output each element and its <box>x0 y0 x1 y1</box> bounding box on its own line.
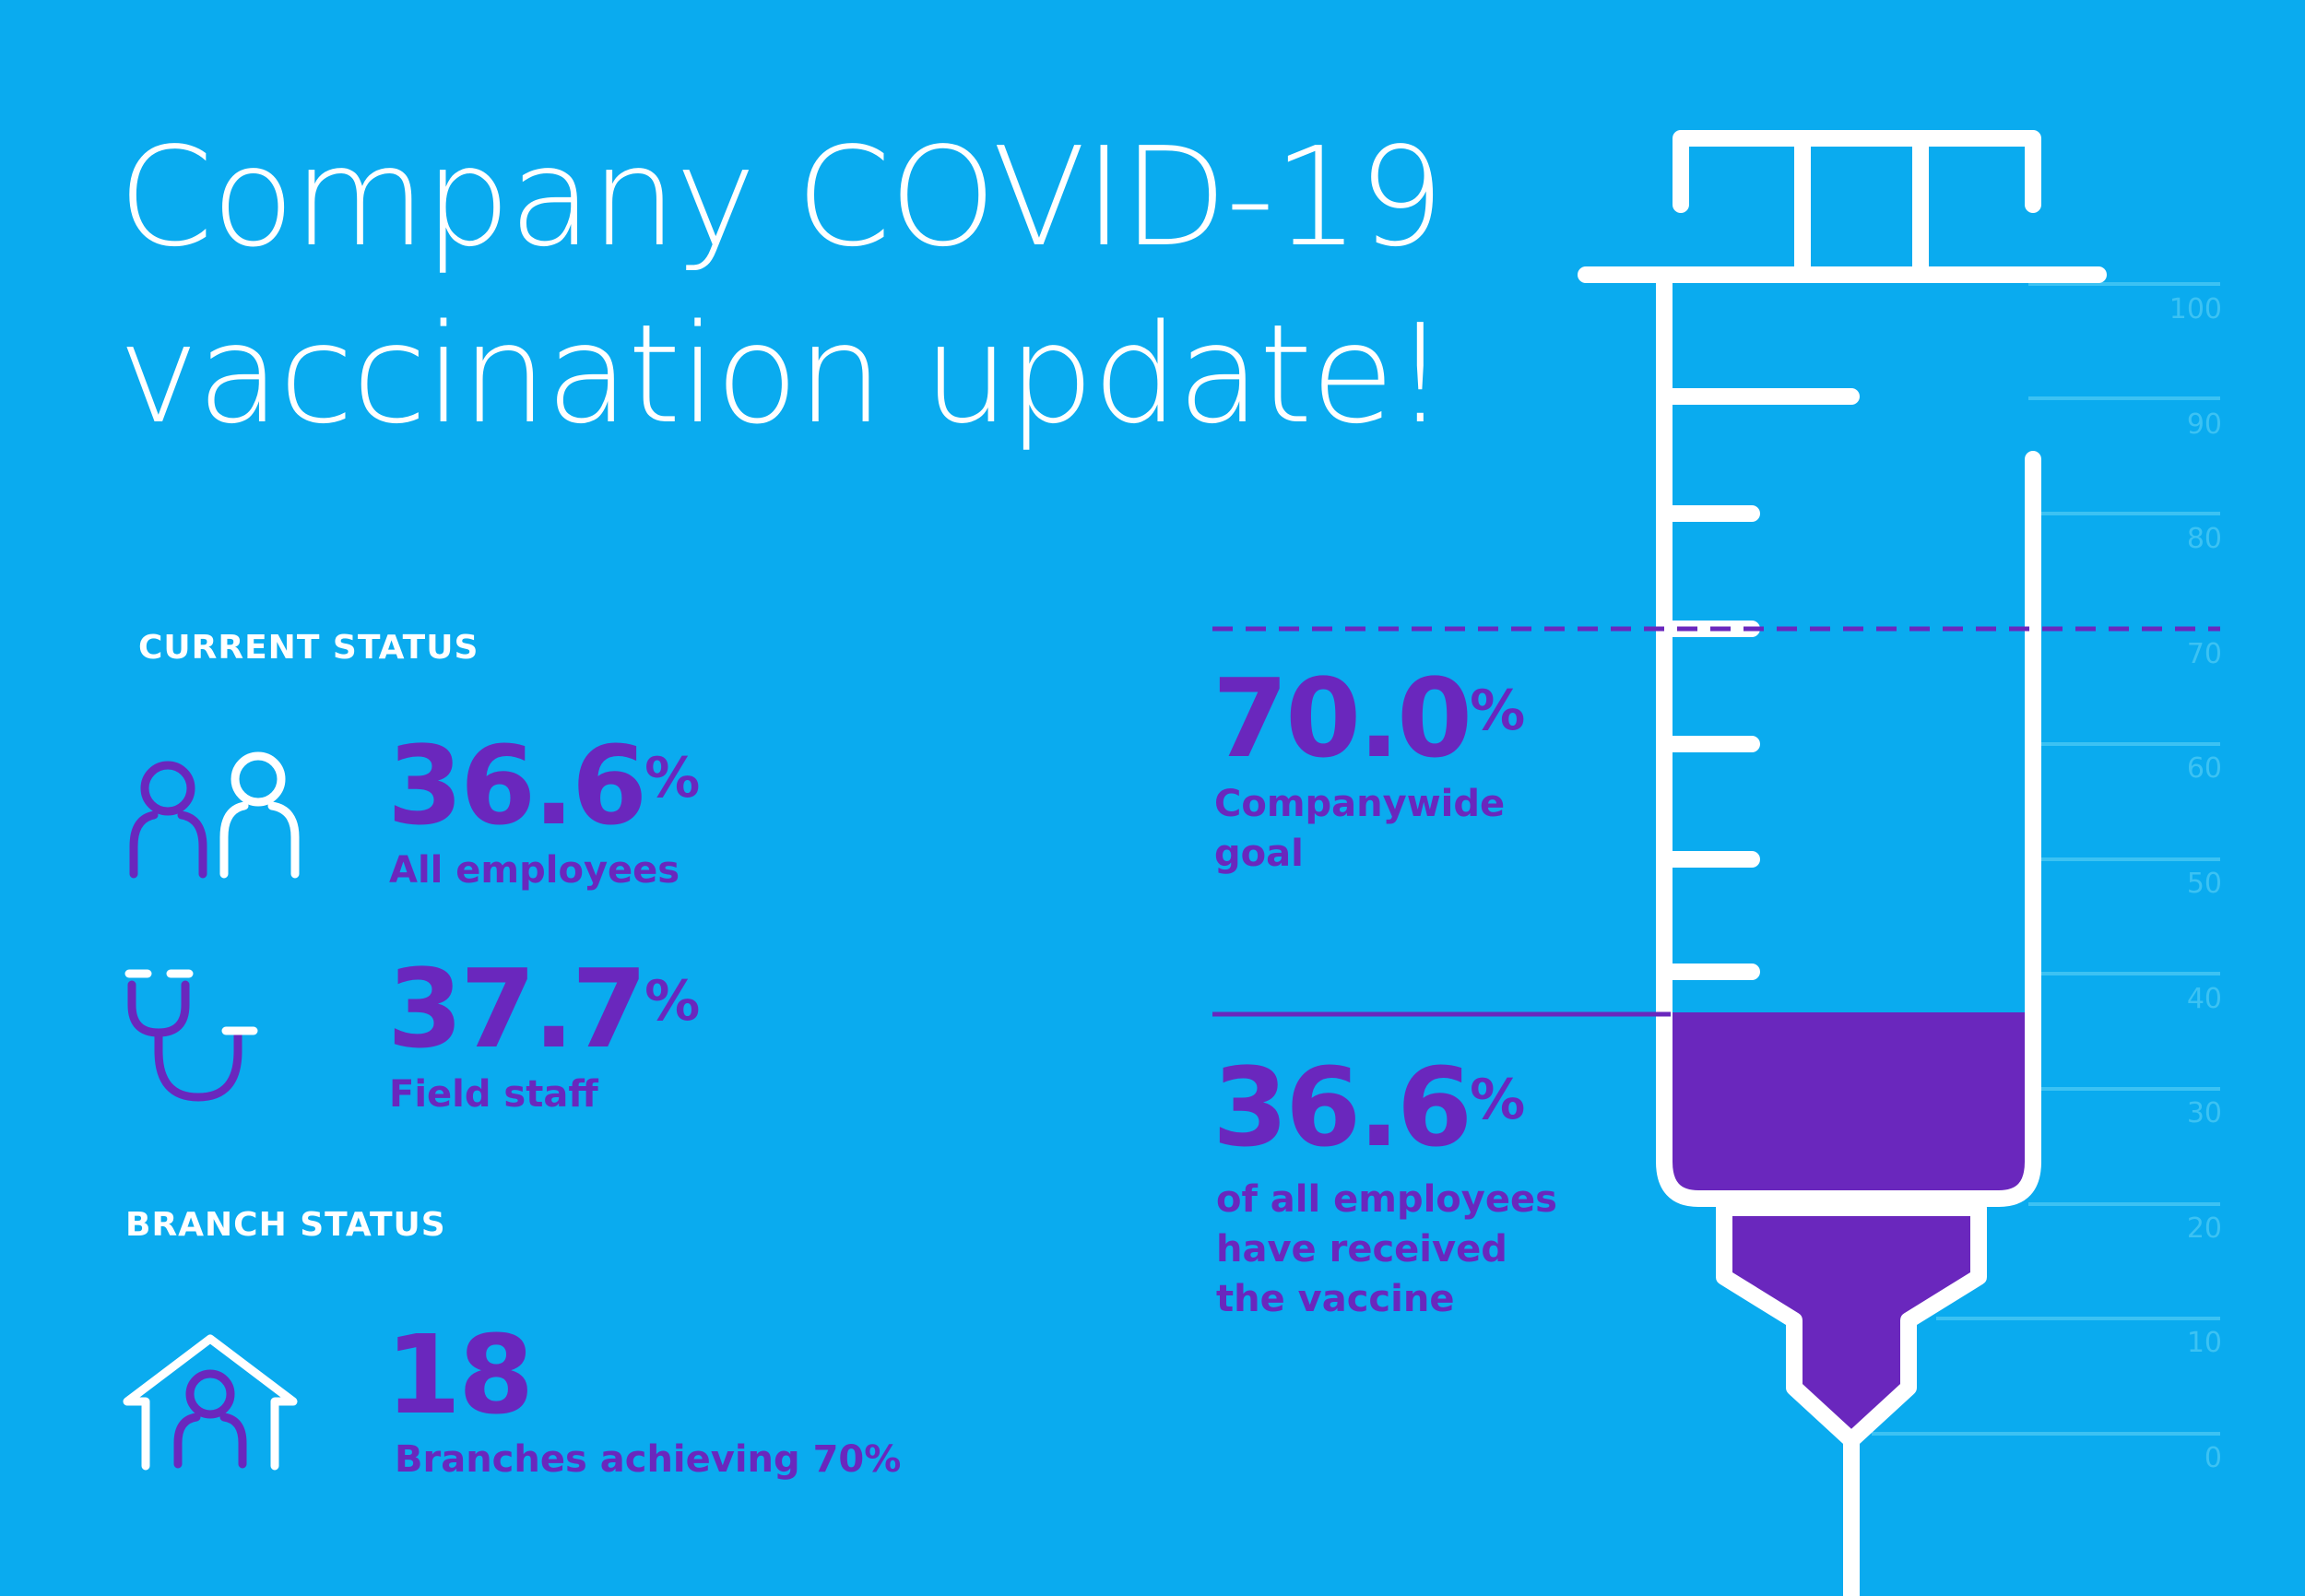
progress-value: 36.6% <box>1212 1044 1526 1171</box>
field-staff-label: Field staff <box>389 1073 598 1116</box>
current-status-heading: CURRENT STATUS <box>138 629 479 667</box>
progress-label-line-3: the vaccine <box>1216 1278 1455 1320</box>
people-icon <box>129 751 300 879</box>
plunger <box>1578 130 2107 1170</box>
goal-label: Companywide goal <box>1214 779 1505 879</box>
fill-level <box>1671 1012 2027 1191</box>
scale-tick-label: 20 <box>2186 1212 2222 1245</box>
scale-tick-label: 30 <box>2186 1097 2222 1130</box>
scale-tick-label: 100 <box>2169 293 2222 325</box>
scale-gridlines <box>1872 282 2220 1436</box>
scale-tick-label: 60 <box>2186 752 2222 786</box>
barrel <box>1656 273 2041 1596</box>
progress-label-line-2: have received <box>1216 1228 1507 1271</box>
scale-tick-label: 10 <box>2186 1327 2222 1360</box>
barrel-ticks <box>1661 388 1860 980</box>
goal-label-line-2: goal <box>1214 833 1304 875</box>
all-employees-value: 36.6% <box>387 722 701 849</box>
progress-label: of all employees have received the vacci… <box>1216 1175 1557 1324</box>
house-person-icon <box>123 1334 298 1471</box>
all-employees-label: All employees <box>389 849 680 892</box>
page-title: Company COVID-19 vaccination update! <box>118 109 1501 463</box>
scale-tick-label: 50 <box>2186 868 2222 900</box>
goal-label-line-1: Companywide <box>1214 783 1506 825</box>
field-staff-value: 37.7% <box>387 945 701 1072</box>
stethoscope-icon <box>124 969 258 1102</box>
branches-value: 18 <box>385 1311 534 1438</box>
branches-label: Branches achieving 70% <box>395 1438 902 1481</box>
title-line-2: vaccination update! <box>118 295 1448 454</box>
scale-tick-label: 0 <box>2204 1442 2222 1474</box>
scale-tick-label: 40 <box>2186 982 2222 1015</box>
scale-tick-label: 90 <box>2186 408 2222 441</box>
goal-value: 70.0% <box>1212 655 1526 782</box>
needle-hub-fill <box>1732 1215 1971 1431</box>
progress-label-line-1: of all employees <box>1216 1178 1557 1221</box>
scale-tick-label: 80 <box>2186 523 2222 556</box>
title-line-1: Company COVID-19 <box>118 118 1445 277</box>
branch-status-heading: BRANCH STATUS <box>125 1206 446 1244</box>
scale-tick-label: 70 <box>2186 637 2222 670</box>
